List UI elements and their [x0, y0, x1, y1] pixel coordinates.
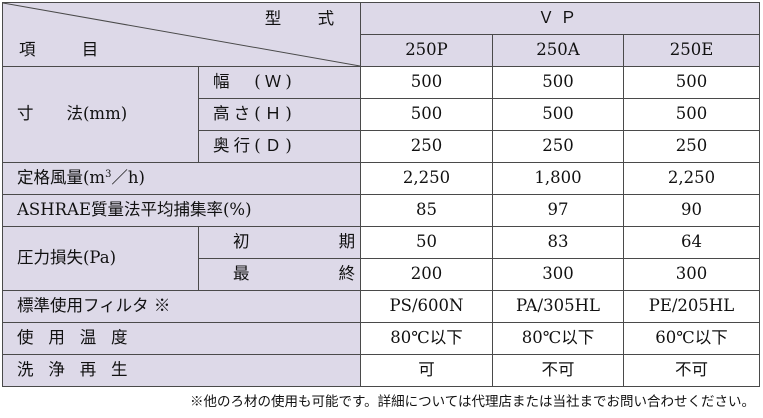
- footnote: ※他のろ材の使用も可能です。詳細については代理店または当社までお問い合わせくださ…: [190, 394, 755, 410]
- table-cell: 250: [623, 130, 760, 163]
- dimension-width-label: 幅 (Ｗ): [198, 66, 361, 99]
- table-cell: 250: [360, 130, 493, 163]
- model-header: 250E: [623, 34, 760, 67]
- table-cell: 500: [492, 66, 624, 99]
- row-ashrae: ASHRAE質量法平均捕集率(%) 85 97 90: [2, 194, 760, 227]
- table-cell: PA/305HL: [492, 290, 624, 323]
- table-cell: 300: [492, 258, 624, 291]
- pressure-initial-label: 初 期: [198, 226, 361, 259]
- table-cell: PS/600N: [360, 290, 493, 323]
- airflow-label: 定格風量(m3／h): [2, 162, 361, 195]
- table-cell: 不可: [492, 354, 624, 387]
- pressure-group-label: 圧力損失(Pa): [2, 226, 199, 291]
- series-header: ＶＰ: [360, 2, 760, 35]
- row-airflow: 定格風量(m3／h) 2,250 1,800 2,250: [2, 162, 760, 195]
- table-cell: 1,800: [492, 162, 624, 195]
- table-cell: 不可: [623, 354, 760, 387]
- row-pressure-final: 最 終 200 300 300: [3, 258, 760, 291]
- row-filter: 標準使用フィルタ ※ PS/600N PA/305HL PE/205HL: [2, 290, 760, 323]
- table-cell: PE/205HL: [623, 290, 760, 323]
- table-cell: 可: [360, 354, 493, 387]
- row-pressure-initial: 圧力損失(Pa) 初 期 50 83 64: [2, 226, 760, 291]
- table-cell: 97: [492, 194, 624, 227]
- dimension-depth-label: 奥行(Ｄ): [198, 130, 361, 163]
- header-row-type: 型 式 項 目 ＶＰ: [2, 2, 760, 67]
- dimension-height-label: 高さ(Ｈ): [198, 98, 361, 131]
- airflow-label-superscript: 3: [105, 169, 112, 181]
- table-cell: 200: [360, 258, 493, 291]
- table-cell: 50: [360, 226, 493, 259]
- table-cell: 90: [623, 194, 760, 227]
- dimensions-group-label: 寸 法(mm): [2, 66, 199, 163]
- model-header: 250A: [492, 34, 624, 67]
- table-cell: 80℃以下: [360, 322, 493, 355]
- filter-label: 標準使用フィルタ ※: [2, 290, 361, 323]
- type-header-label: 型 式: [264, 9, 344, 28]
- item-header-label: 項 目: [19, 39, 114, 59]
- table-cell: 85: [360, 194, 493, 227]
- table-cell: 500: [360, 98, 493, 131]
- table-cell: 83: [492, 226, 624, 259]
- table-cell: 500: [360, 66, 493, 99]
- diagonal-divider: [3, 3, 360, 66]
- table-cell: 64: [623, 226, 760, 259]
- table-cell: 500: [492, 98, 624, 131]
- airflow-label-suffix: ／h): [111, 168, 145, 188]
- table-cell: 2,250: [360, 162, 493, 195]
- table-cell: 300: [623, 258, 760, 291]
- airflow-label-prefix: 定格風量(m: [17, 168, 106, 188]
- pressure-final-label: 最 終: [198, 258, 361, 291]
- table-cell: 250: [492, 130, 624, 163]
- model-header: 250P: [360, 34, 493, 67]
- header-corner-cell: 型 式 項 目: [2, 2, 361, 67]
- table-cell: 80℃以下: [492, 322, 624, 355]
- table-cell: 2,250: [623, 162, 760, 195]
- row-washing: 洗浄再生 可 不可 不可: [2, 354, 760, 387]
- row-height: 高さ(Ｈ) 500 500 500: [3, 98, 760, 131]
- ashrae-label: ASHRAE質量法平均捕集率(%): [2, 194, 361, 227]
- row-width: 寸 法(mm) 幅 (Ｗ) 500 500 500: [2, 66, 760, 163]
- washing-label: 洗浄再生: [2, 354, 361, 387]
- spec-table: 型 式 項 目 ＶＰ 250P 250A 250E 寸 法(mm) 幅 (Ｗ) …: [2, 2, 760, 387]
- table-cell: 60℃以下: [623, 322, 760, 355]
- table-cell: 500: [623, 66, 760, 99]
- temperature-label: 使用温度: [2, 322, 361, 355]
- row-temperature: 使用温度 80℃以下 80℃以下 60℃以下: [2, 322, 760, 355]
- table-cell: 500: [623, 98, 760, 131]
